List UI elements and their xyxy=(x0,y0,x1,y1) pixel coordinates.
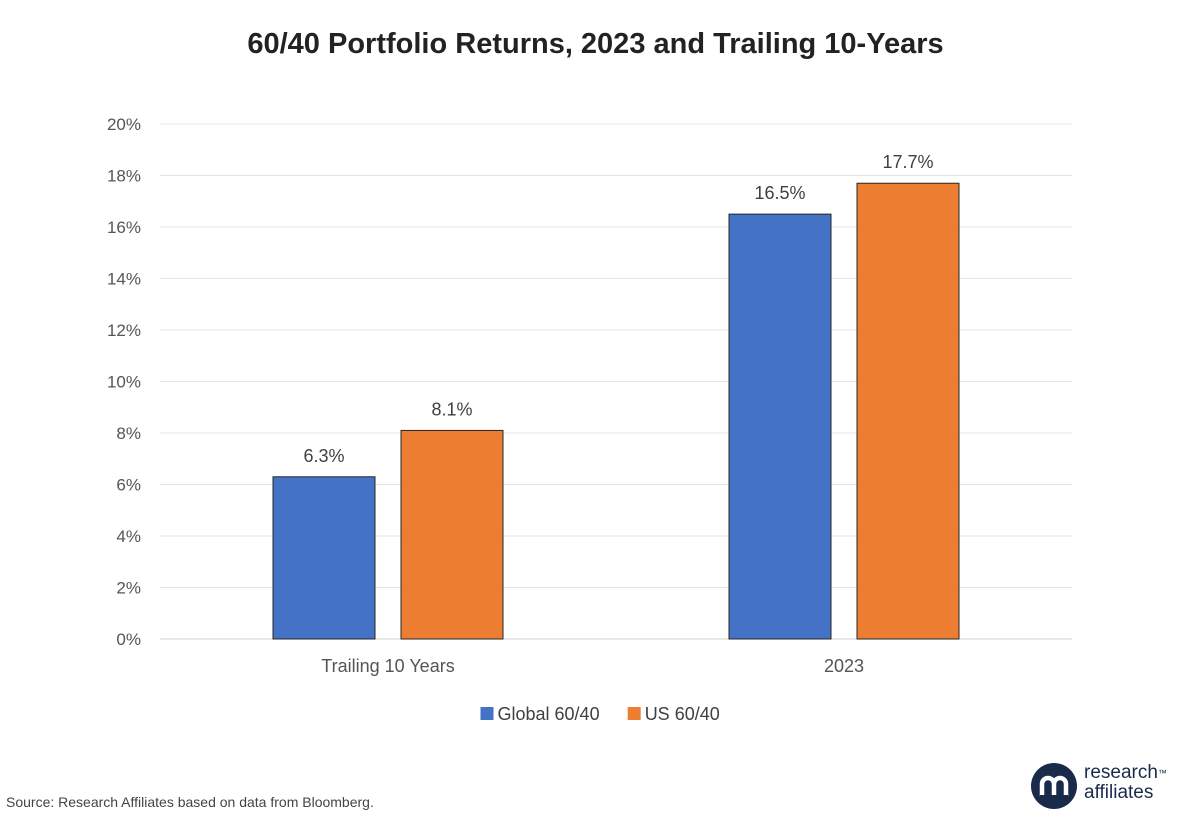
legend-label: Global 60/40 xyxy=(498,704,600,724)
data-label: 17.7% xyxy=(882,152,933,172)
data-label: 8.1% xyxy=(431,399,472,419)
bar xyxy=(272,476,376,640)
y-tick-label: 4% xyxy=(116,527,141,546)
logo-line2: affiliates xyxy=(1084,782,1154,803)
source-note: Source: Research Affiliates based on dat… xyxy=(6,794,374,810)
data-label: 6.3% xyxy=(303,446,344,466)
logo-mark-icon xyxy=(1031,763,1077,809)
y-tick-label: 10% xyxy=(107,373,141,392)
y-tick-label: 0% xyxy=(116,630,141,649)
y-tick-label: 18% xyxy=(107,167,141,186)
y-tick-label: 12% xyxy=(107,321,141,340)
chart-title: 60/40 Portfolio Returns, 2023 and Traili… xyxy=(247,28,944,60)
legend-swatch xyxy=(480,707,494,720)
bar xyxy=(856,182,960,640)
y-tick-label: 8% xyxy=(116,424,141,443)
x-category-label: Trailing 10 Years xyxy=(321,656,454,676)
legend-swatch xyxy=(627,707,641,720)
x-category-label: 2023 xyxy=(824,656,864,676)
y-tick-label: 16% xyxy=(107,218,141,237)
logo-line1: research xyxy=(1084,762,1158,783)
data-label: 16.5% xyxy=(754,183,805,203)
bar xyxy=(728,213,832,640)
y-tick-label: 20% xyxy=(107,115,141,134)
bar xyxy=(400,429,504,640)
legend-label: US 60/40 xyxy=(645,704,720,724)
research-affiliates-logo: research™ affiliates xyxy=(1030,762,1180,810)
bar-chart: 0% 2% 4% 6% 8% 10% 12% 14% 16% 18% 20% 6.3% 8.1% Trai… xyxy=(107,115,1072,724)
y-tick-label: 2% xyxy=(116,579,141,598)
logo-wordmark: research™ affiliates xyxy=(1084,763,1167,803)
y-tick-label: 6% xyxy=(116,476,141,495)
logo-trademark: ™ xyxy=(1157,768,1167,778)
y-tick-label: 14% xyxy=(107,270,141,289)
